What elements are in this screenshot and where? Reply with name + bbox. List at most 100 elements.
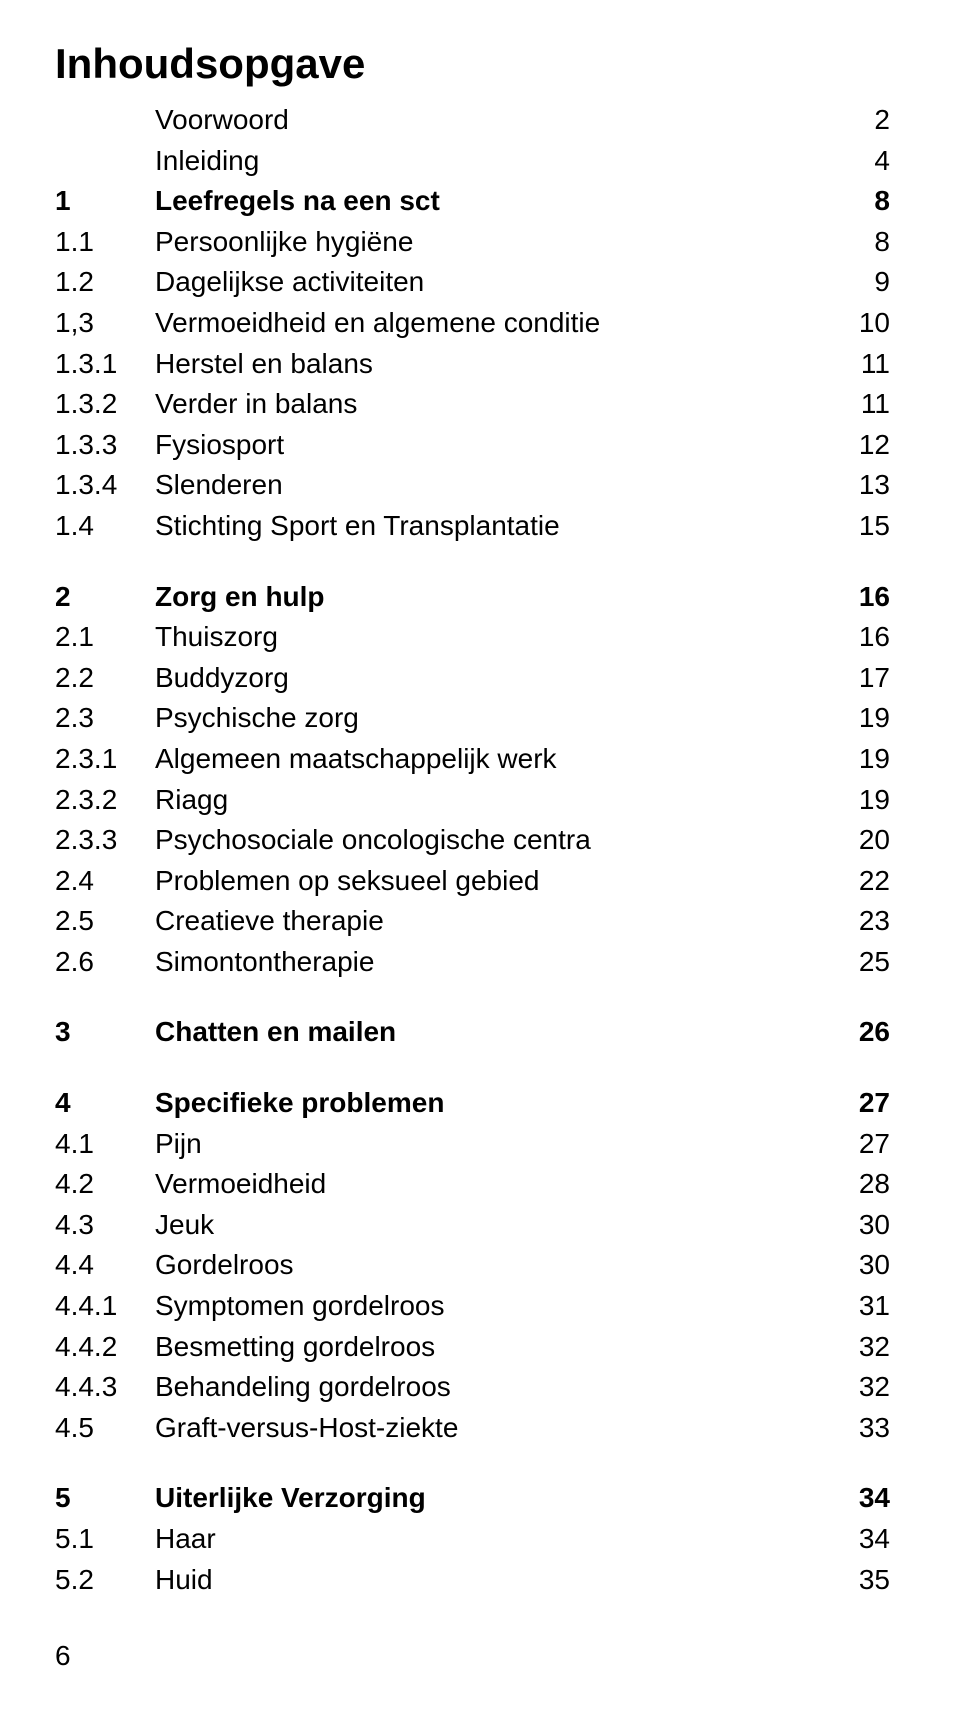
toc-entry-page: 31 — [859, 1286, 890, 1327]
toc-row: 2.4Problemen op seksueel gebied 22 — [55, 861, 890, 902]
toc-entry-number: 2.3.1 — [55, 739, 155, 780]
toc-row: 2.3Psychische zorg 19 — [55, 698, 890, 739]
toc-row: 4.3Jeuk30 — [55, 1205, 890, 1246]
toc-row-left: 5.1Haar — [55, 1519, 216, 1560]
toc-entry-text: Gordelroos — [155, 1245, 294, 1286]
toc-entry-number: 1.3.4 — [55, 465, 155, 506]
toc-row-left: 1.3.4Slenderen — [55, 465, 283, 506]
toc-entry-number: 1.3.2 — [55, 384, 155, 425]
toc-entry-number: 5.1 — [55, 1519, 155, 1560]
toc-row-left: 1Leefregels na een sct — [55, 181, 440, 222]
toc-row: 1.3.1Herstel en balans11 — [55, 344, 890, 385]
toc-row-left: 2.2Buddyzorg — [55, 658, 289, 699]
toc-row-left: 2.6Simontontherapie — [55, 942, 374, 983]
toc-row-left: 2.3Psychische zorg — [55, 698, 359, 739]
toc-entry-page: 34 — [859, 1519, 890, 1560]
toc-row: 2.3.1Algemeen maatschappelijk werk19 — [55, 739, 890, 780]
toc-entry-text: Algemeen maatschappelijk werk — [155, 739, 557, 780]
toc-entry-number: 4.3 — [55, 1205, 155, 1246]
toc-entry-page: 22 — [859, 861, 890, 902]
toc-row: 4.1Pijn27 — [55, 1124, 890, 1165]
toc-row: 4.4.1Symptomen gordelroos 31 — [55, 1286, 890, 1327]
toc-entry-number: 2.3.2 — [55, 780, 155, 821]
toc-entry-page: 9 — [874, 262, 890, 303]
toc-entry-text: Psychische zorg — [155, 698, 359, 739]
toc-entry-page: 27 — [859, 1083, 890, 1124]
toc-entry-number: 3 — [55, 1012, 155, 1053]
toc-row: 5Uiterlijke Verzorging 34 — [55, 1478, 890, 1519]
toc-row-left: 4.1Pijn — [55, 1124, 202, 1165]
toc-row: 1.2Dagelijkse activiteiten9 — [55, 262, 890, 303]
toc-entry-number: 1.2 — [55, 262, 155, 303]
toc-section: 2Zorg en hulp162.1Thuiszorg162.2Buddyzor… — [55, 577, 890, 983]
toc-entry-number: 2.6 — [55, 942, 155, 983]
toc-entry-text: Symptomen gordelroos — [155, 1286, 444, 1327]
toc-entry-text: Herstel en balans — [155, 344, 373, 385]
toc-row-left: 1.4Stichting Sport en Transplantatie — [55, 506, 560, 547]
toc-entry-number: 1 — [55, 181, 155, 222]
toc-row-left: 1.1Persoonlijke hygiëne — [55, 222, 413, 263]
toc-entry-text: Persoonlijke hygiëne — [155, 222, 413, 263]
toc-entry-number: 4.1 — [55, 1124, 155, 1165]
toc-row-left: 2.3.2Riagg — [55, 780, 228, 821]
toc-entry-number: 2.2 — [55, 658, 155, 699]
toc-entry-number: 5 — [55, 1478, 155, 1519]
toc-row: 1.1Persoonlijke hygiëne8 — [55, 222, 890, 263]
toc-entry-page: 25 — [859, 942, 890, 983]
toc-entry-text: Riagg — [155, 780, 228, 821]
toc-entry-page: 34 — [859, 1478, 890, 1519]
toc-container: Voorwoord2Inleiding41Leefregels na een s… — [55, 100, 890, 1600]
toc-row: 1Leefregels na een sct 8 — [55, 181, 890, 222]
toc-entry-number: 2.1 — [55, 617, 155, 658]
toc-entry-text: Chatten en mailen — [155, 1012, 396, 1053]
toc-entry-page: 8 — [874, 181, 890, 222]
toc-row-left: 2.4Problemen op seksueel gebied — [55, 861, 539, 902]
toc-row: 2.1Thuiszorg16 — [55, 617, 890, 658]
toc-entry-text: Huid — [155, 1560, 213, 1601]
toc-entry-number: 4.4.1 — [55, 1286, 155, 1327]
toc-entry-page: 15 — [859, 506, 890, 547]
toc-entry-number: 4.4 — [55, 1245, 155, 1286]
toc-entry-number: 1.3.3 — [55, 425, 155, 466]
toc-entry-text: Thuiszorg — [155, 617, 278, 658]
toc-row: 4.5Graft-versus-Host-ziekte33 — [55, 1408, 890, 1449]
toc-row: Inleiding4 — [55, 141, 890, 182]
toc-title: Inhoudsopgave — [55, 40, 890, 88]
toc-entry-text: Inleiding — [155, 141, 259, 182]
toc-row: 5.2Huid35 — [55, 1560, 890, 1601]
toc-row: 2.2Buddyzorg17 — [55, 658, 890, 699]
toc-row-left: 4.4.1Symptomen gordelroos — [55, 1286, 444, 1327]
toc-entry-text: Uiterlijke Verzorging — [155, 1478, 426, 1519]
toc-entry-page: 20 — [859, 820, 890, 861]
toc-row-left: 1.3.2Verder in balans — [55, 384, 357, 425]
toc-entry-text: Besmetting gordelroos — [155, 1327, 435, 1368]
toc-row: 1.3.2Verder in balans11 — [55, 384, 890, 425]
toc-entry-page: 2 — [874, 100, 890, 141]
toc-row: 2.5Creatieve therapie23 — [55, 901, 890, 942]
toc-entry-text: Vermoeidheid — [155, 1164, 326, 1205]
toc-entry-text: Vermoeidheid en algemene conditie — [155, 303, 600, 344]
toc-entry-page: 16 — [859, 577, 890, 618]
toc-row-left: 5Uiterlijke Verzorging — [55, 1478, 426, 1519]
toc-entry-page: 30 — [859, 1205, 890, 1246]
toc-row-left: 2.1Thuiszorg — [55, 617, 278, 658]
toc-entry-number: 1.3.1 — [55, 344, 155, 385]
toc-row-left: 1,3Vermoeidheid en algemene conditie — [55, 303, 600, 344]
toc-entry-page: 10 — [859, 303, 890, 344]
toc-entry-text: Slenderen — [155, 465, 283, 506]
toc-entry-text: Psychosociale oncologische centra — [155, 820, 591, 861]
toc-entry-page: 33 — [859, 1408, 890, 1449]
toc-entry-number: 4.4.2 — [55, 1327, 155, 1368]
toc-row-left: 4.2Vermoeidheid — [55, 1164, 326, 1205]
toc-entry-text: Stichting Sport en Transplantatie — [155, 506, 560, 547]
page-number: 6 — [55, 1640, 890, 1672]
toc-row: 4.2Vermoeidheid28 — [55, 1164, 890, 1205]
toc-row-left: 4.4Gordelroos — [55, 1245, 294, 1286]
toc-entry-page: 35 — [859, 1560, 890, 1601]
toc-entry-number: 1.1 — [55, 222, 155, 263]
toc-entry-page: 32 — [859, 1367, 890, 1408]
toc-entry-number: 4.5 — [55, 1408, 155, 1449]
toc-row-left: Inleiding — [55, 141, 259, 182]
toc-row: 1.4Stichting Sport en Transplantatie 15 — [55, 506, 890, 547]
toc-entry-page: 19 — [859, 698, 890, 739]
